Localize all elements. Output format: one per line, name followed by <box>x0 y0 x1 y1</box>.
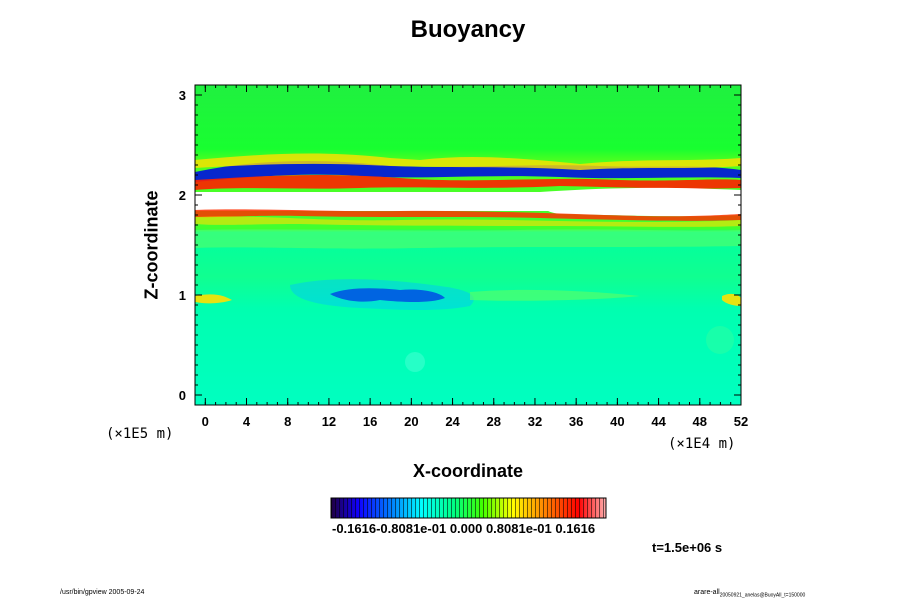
y-tick-label: 1 <box>179 288 186 303</box>
time-label: t=1.5e+06 s <box>652 540 723 555</box>
colorbar-labels: -0.1616-0.8081e-01 0.000 0.8081e-01 0.16… <box>332 521 596 536</box>
field-band-positive <box>195 174 741 190</box>
x-axis-label: X-coordinate <box>412 461 523 481</box>
field-blob-teal <box>470 289 640 301</box>
x-tick-label: 8 <box>284 414 291 429</box>
field-blob-small <box>405 352 425 372</box>
footer-right-sub: 20050921_anelas@BuoyAll_t=150000 <box>719 592 806 599</box>
colorbar-frame <box>330 497 607 519</box>
field-blob-cyan <box>290 279 474 310</box>
x-tick-label: 12 <box>322 414 336 429</box>
x-tick-label: 44 <box>651 414 666 429</box>
x-tick-label: 4 <box>243 414 251 429</box>
field-band-lower-yellow <box>195 216 741 227</box>
x-tick-label: 48 <box>693 414 707 429</box>
x-tick-label: 0 <box>202 414 209 429</box>
x-tick-label: 28 <box>487 414 501 429</box>
x-tick-label: 20 <box>404 414 418 429</box>
x-tick-label: 52 <box>734 414 748 429</box>
footer-left: /usr/bin/gpview 2005-09-24 <box>60 589 145 596</box>
field-blob-negative <box>330 288 445 302</box>
field-blob-yellow-right <box>722 293 741 306</box>
footer-right: arare-all20050921_anelas@BuoyAll_t=15000… <box>694 589 805 598</box>
x-tick-label: 36 <box>569 414 583 429</box>
y-tick-label: 3 <box>179 88 186 103</box>
colorbar-ticks <box>331 498 606 518</box>
field-saturated-extension <box>538 187 741 217</box>
field-band-secondary <box>195 153 741 170</box>
field-band-lower-positive <box>195 209 741 221</box>
field-blob-yellow <box>195 294 232 304</box>
y-axis-unit: (×1E5 m) <box>106 426 174 442</box>
y-tick-label: 2 <box>179 188 186 203</box>
y-tick-label: 0 <box>179 388 186 403</box>
x-tick-label: 40 <box>610 414 624 429</box>
x-tick-label: 16 <box>363 414 377 429</box>
footer-right-main: arare-all <box>694 589 720 596</box>
field-blob-small-2 <box>706 326 734 354</box>
x-tick-label: 32 <box>528 414 542 429</box>
chart-title: Buoyancy <box>410 16 526 43</box>
x-axis-unit: (×1E4 m) <box>668 436 736 452</box>
x-tick-label: 24 <box>445 414 460 429</box>
field-layer <box>195 85 741 405</box>
field-band-greenish <box>195 229 741 249</box>
y-axis-label: Z-coordinate <box>141 190 162 300</box>
